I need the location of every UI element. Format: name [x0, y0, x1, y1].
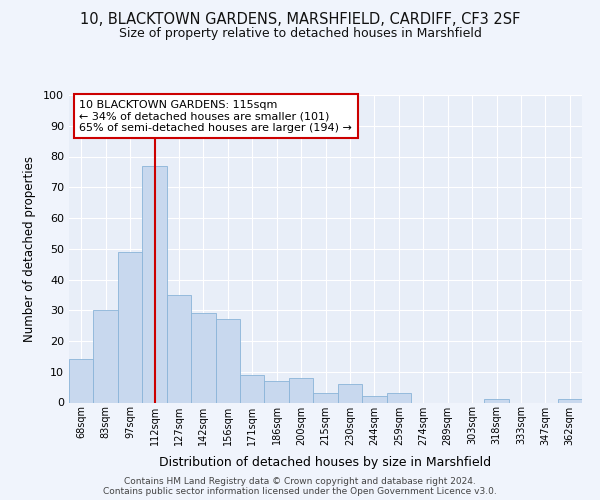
Bar — [484, 400, 509, 402]
Bar — [313, 394, 338, 402]
Text: Contains HM Land Registry data © Crown copyright and database right 2024.
Contai: Contains HM Land Registry data © Crown c… — [103, 476, 497, 496]
Bar — [386, 394, 411, 402]
Bar — [557, 400, 582, 402]
Bar — [94, 310, 118, 402]
Bar — [362, 396, 386, 402]
Bar — [265, 381, 289, 402]
Bar — [167, 295, 191, 403]
Bar — [142, 166, 167, 402]
Text: 10 BLACKTOWN GARDENS: 115sqm
← 34% of detached houses are smaller (101)
65% of s: 10 BLACKTOWN GARDENS: 115sqm ← 34% of de… — [79, 100, 352, 133]
Bar — [289, 378, 313, 402]
Bar — [215, 320, 240, 402]
X-axis label: Distribution of detached houses by size in Marshfield: Distribution of detached houses by size … — [160, 456, 491, 469]
Text: Size of property relative to detached houses in Marshfield: Size of property relative to detached ho… — [119, 28, 481, 40]
Bar — [338, 384, 362, 402]
Bar — [118, 252, 142, 402]
Bar — [69, 360, 94, 403]
Text: 10, BLACKTOWN GARDENS, MARSHFIELD, CARDIFF, CF3 2SF: 10, BLACKTOWN GARDENS, MARSHFIELD, CARDI… — [80, 12, 520, 28]
Y-axis label: Number of detached properties: Number of detached properties — [23, 156, 36, 342]
Bar — [191, 314, 215, 402]
Bar — [240, 375, 265, 402]
